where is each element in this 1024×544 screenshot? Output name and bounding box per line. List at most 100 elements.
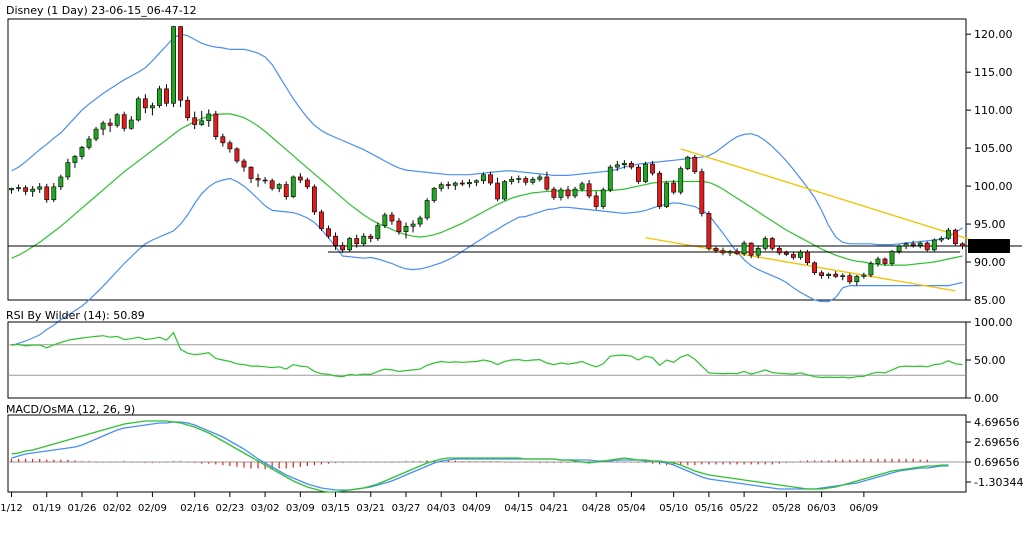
osma-bar xyxy=(257,462,259,469)
osma-bar xyxy=(778,462,780,464)
osma-bar xyxy=(863,458,865,463)
candle-body xyxy=(509,178,515,182)
bollinger-middle-line xyxy=(11,113,963,266)
osma-bar xyxy=(384,462,386,463)
rsi-ytick-label: 0.00 xyxy=(974,392,999,405)
candle-body xyxy=(30,188,36,192)
macd-panel-frame xyxy=(7,414,967,493)
x-axis: 1/12 01/19 01/26 02/02 02/09 02/16 02/23 03/02 0… xyxy=(0,492,878,514)
osma-bar xyxy=(588,461,590,463)
candle-body xyxy=(431,188,437,201)
osma-bar xyxy=(123,461,125,463)
osma-bar xyxy=(504,462,506,463)
candle-body xyxy=(424,200,430,219)
osma-bar xyxy=(461,461,463,463)
osma-bar xyxy=(74,460,76,463)
x-tick-label: 06/03 xyxy=(807,503,836,514)
candle-body xyxy=(614,164,620,168)
osma-bar xyxy=(835,459,837,463)
osma-bar xyxy=(116,462,118,463)
candle-body xyxy=(459,182,465,185)
candle-body xyxy=(896,245,902,252)
candle-body xyxy=(854,276,860,283)
osma-bar xyxy=(475,461,478,463)
candle-body xyxy=(805,251,810,264)
x-tick-label: 03/15 xyxy=(321,503,350,514)
osma-bar xyxy=(39,458,41,463)
osma-bar xyxy=(67,459,69,463)
osma-bar xyxy=(567,462,569,463)
candle-body xyxy=(713,248,719,251)
candle-body xyxy=(185,99,191,119)
osma-bar xyxy=(898,458,900,463)
candle-body xyxy=(488,174,493,184)
candle-body xyxy=(685,156,691,169)
osma-bar xyxy=(489,461,492,463)
candle-body xyxy=(121,114,127,129)
candle-body xyxy=(530,178,536,183)
osma-bar xyxy=(905,458,907,463)
x-tick-label: 03/02 xyxy=(251,503,280,514)
rsi-ytick-label: 50.00 xyxy=(974,354,1006,367)
osma-bar xyxy=(285,462,287,469)
osma-bar xyxy=(806,460,809,463)
candle-body xyxy=(241,160,247,168)
candle-body xyxy=(551,188,557,198)
osma-bar xyxy=(468,461,470,463)
x-tick-label: 01/26 xyxy=(68,503,97,514)
candle-body xyxy=(798,251,803,258)
osma-bar xyxy=(708,462,710,465)
osma-bar xyxy=(419,461,421,463)
osma-bar xyxy=(757,462,759,465)
osma-bar xyxy=(172,461,175,463)
x-tick-label: 05/22 xyxy=(730,503,759,514)
candle-body xyxy=(910,243,916,246)
candle-body xyxy=(840,275,846,277)
candle-body xyxy=(438,184,444,189)
candle-body xyxy=(734,251,740,254)
osma-bar xyxy=(398,462,400,463)
x-tick-label: 02/23 xyxy=(215,503,244,514)
osma-bar xyxy=(687,462,689,466)
candle-body xyxy=(262,179,268,182)
osma-bar xyxy=(616,461,618,463)
osma-bar xyxy=(518,462,520,463)
candle-body xyxy=(621,162,627,166)
osma-bar xyxy=(88,461,90,463)
x-tick-label: 03/27 xyxy=(392,503,421,514)
candle-body xyxy=(783,252,789,255)
osma-bar xyxy=(546,462,548,463)
price-panel-frame xyxy=(7,18,967,301)
osma-bar xyxy=(856,459,858,463)
candle-body xyxy=(65,162,71,178)
osma-bar xyxy=(222,462,224,466)
candle-body xyxy=(382,214,388,226)
osma-bar xyxy=(109,462,111,463)
rsi-line xyxy=(11,331,963,379)
candle-body xyxy=(931,239,937,251)
osma-bar xyxy=(391,462,393,463)
x-tick-label: 1/12 xyxy=(0,503,22,514)
candle-body xyxy=(643,163,648,182)
candle-body xyxy=(340,245,346,251)
osma-bar xyxy=(574,462,576,463)
candle-body xyxy=(565,189,571,197)
candle-body xyxy=(79,147,85,157)
osma-bar xyxy=(426,460,428,463)
candle-body xyxy=(37,186,43,190)
osma-bar xyxy=(320,462,323,465)
rsi-panel: 100.00 50.00 0.00 xyxy=(7,316,1013,405)
x-tick-label: 03/21 xyxy=(356,503,385,514)
candle-body xyxy=(516,178,522,180)
candle-body xyxy=(945,229,951,239)
osma-bar xyxy=(849,459,851,463)
osma-bar xyxy=(532,462,534,463)
x-tick-label: 05/04 xyxy=(617,503,646,514)
candle-body xyxy=(720,250,726,254)
candle-body xyxy=(178,26,183,101)
candle-body xyxy=(255,178,261,181)
candle-body xyxy=(135,98,141,121)
candle-body xyxy=(727,251,733,254)
candle-body xyxy=(607,166,613,191)
osma-bar xyxy=(680,462,682,466)
